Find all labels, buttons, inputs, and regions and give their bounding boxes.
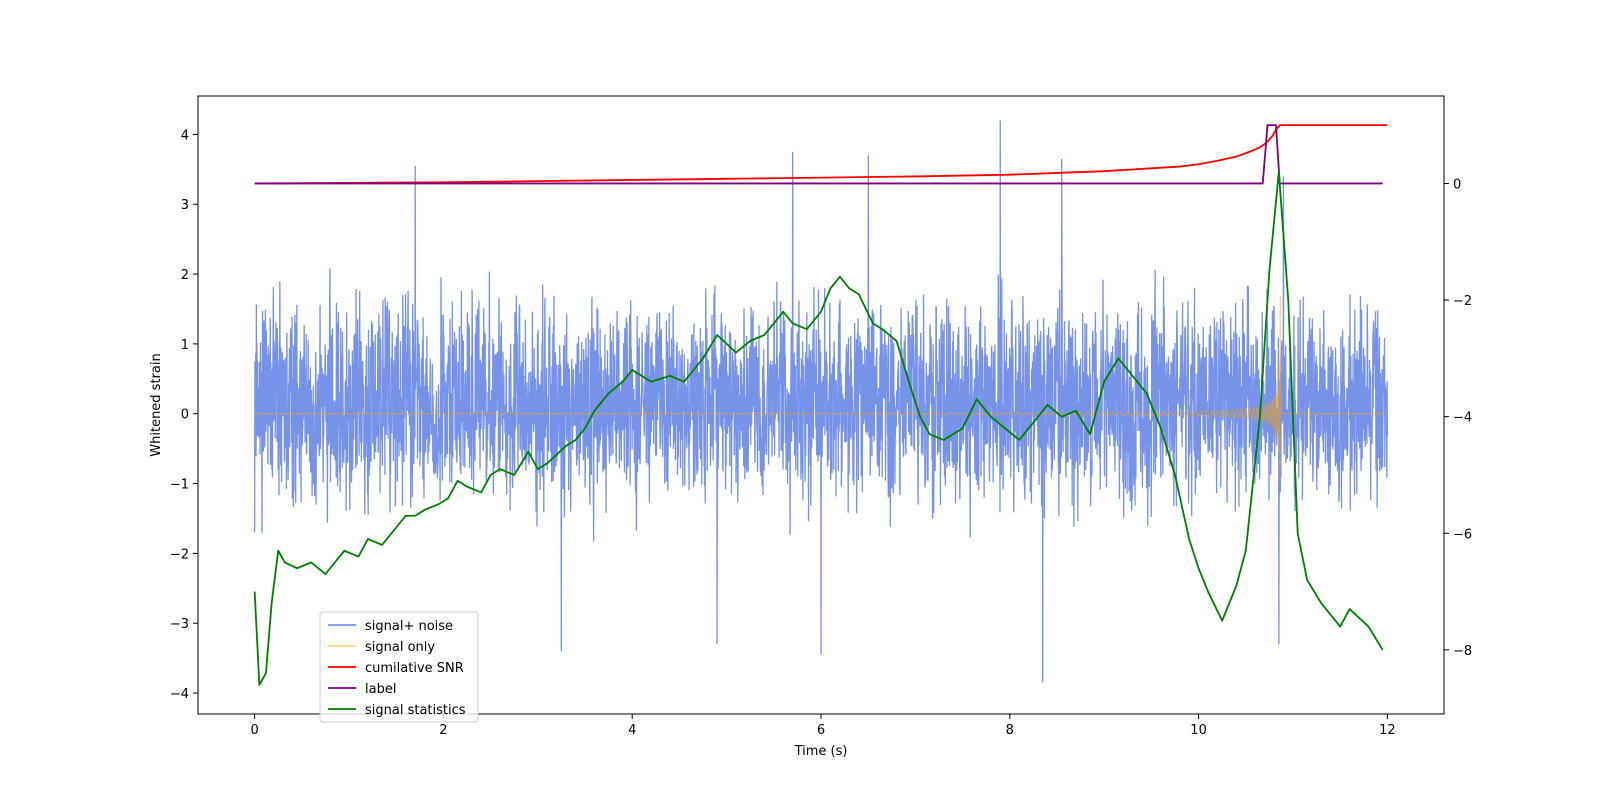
y2-tick-label: 0 <box>1453 177 1461 192</box>
x-tick-label: 12 <box>1379 723 1396 738</box>
y-tick-label: 4 <box>181 128 189 143</box>
series-signal-noise <box>253 120 1389 683</box>
y-tick-label: 0 <box>181 408 189 423</box>
y-tick-label: 2 <box>181 268 189 283</box>
y-tick-label: −1 <box>170 478 189 493</box>
x-tick-label: 2 <box>439 723 447 738</box>
legend-label-cumulative-snr: cumilative SNR <box>365 661 464 676</box>
legend: signal+ noise signal only cumilative SNR… <box>319 611 479 723</box>
y-tick-label: −2 <box>170 547 189 562</box>
y-tick-label: −4 <box>170 687 189 702</box>
series-signal-only <box>254 296 1388 480</box>
y-tick-label: −3 <box>170 617 189 632</box>
x-tick-label: 0 <box>250 723 258 738</box>
legend-label-signal-only: signal only <box>365 640 435 655</box>
legend-label-signal-statistics: signal statistics <box>365 703 466 718</box>
y2-tick-label: −2 <box>1453 294 1472 309</box>
legend-entry-signal-statistics: signal statistics <box>328 703 466 718</box>
legend-entry-signal-noise: signal+ noise <box>328 619 453 634</box>
legend-box <box>319 611 479 723</box>
y2-tick-label: −4 <box>1453 411 1472 426</box>
series-label <box>254 124 1383 185</box>
y-tick-label: 1 <box>181 338 189 353</box>
x-tick-label: 4 <box>628 723 636 738</box>
legend-label-label: label <box>365 682 396 697</box>
series-signal-statistics <box>253 170 1384 686</box>
legend-label-signal-noise: signal+ noise <box>365 619 453 634</box>
legend-entry-label: label <box>328 682 396 697</box>
y2-tick-label: −8 <box>1453 644 1472 659</box>
y-axis-left: −4 −3 −2 −1 0 1 2 3 4 <box>170 128 198 702</box>
x-tick-label: 10 <box>1190 723 1207 738</box>
x-tick-label: 8 <box>1006 723 1014 738</box>
y-axis-right: −8 −6 −4 −2 0 <box>1444 177 1472 659</box>
series-layer <box>253 120 1389 686</box>
legend-entry-signal-only: signal only <box>328 640 435 655</box>
y2-tick-label: −6 <box>1453 527 1472 542</box>
legend-entry-cumulative-snr: cumilative SNR <box>328 661 464 676</box>
y-tick-label: 3 <box>181 198 189 213</box>
x-tick-label: 6 <box>817 723 825 738</box>
y-axis-label: Whitened strain <box>149 353 164 456</box>
x-axis-label: Time (s) <box>794 744 848 759</box>
